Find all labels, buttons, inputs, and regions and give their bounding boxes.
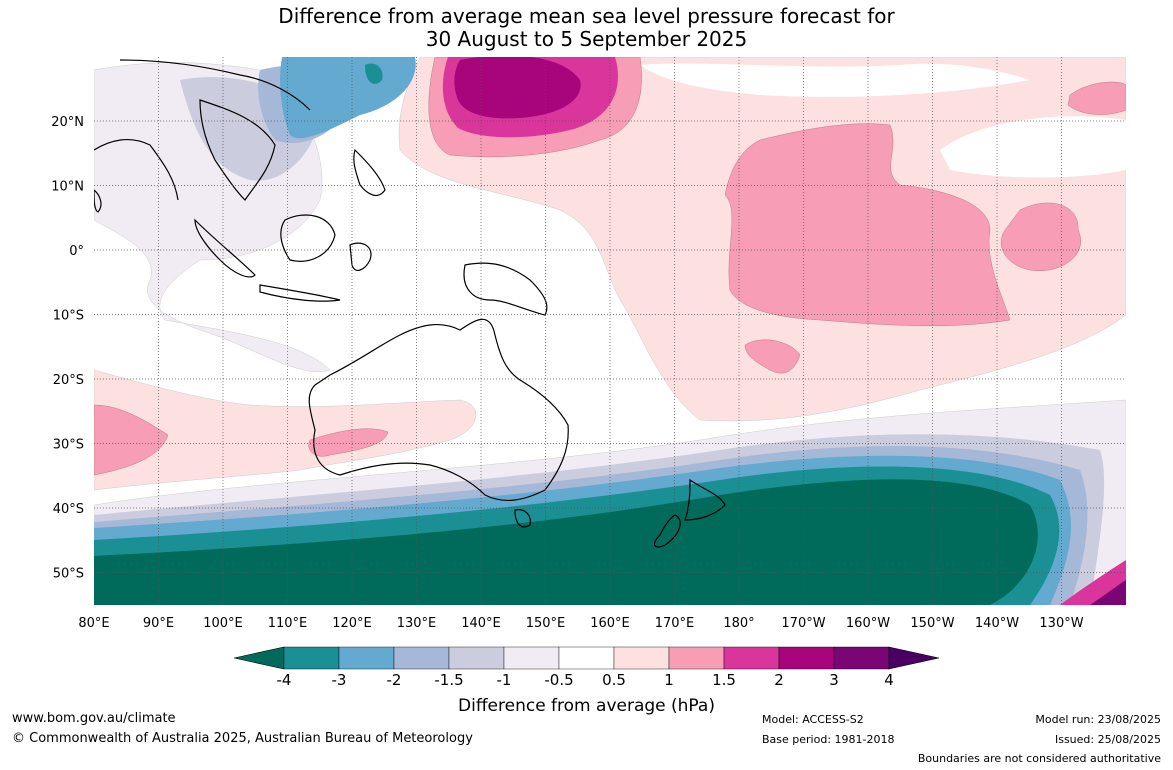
colorbar-tick-label: 3 xyxy=(829,671,839,689)
lon-tick-label: 90°E xyxy=(143,616,174,631)
lat-tick-label: 30°S xyxy=(53,438,84,453)
colorbar-tick-label: 1 xyxy=(664,671,674,689)
colorbar-segment xyxy=(558,646,615,670)
lat-tick-label: 20°S xyxy=(53,373,84,388)
lat-tick-label: 50°S xyxy=(53,567,84,582)
lon-tick-label: 170°E xyxy=(655,616,695,631)
colorbar-tick-label: -0.5 xyxy=(544,671,574,689)
colorbar-segment xyxy=(338,646,395,670)
new-zealand-north xyxy=(684,478,726,521)
colorbar-segment xyxy=(723,646,780,670)
sumatra-coast xyxy=(194,218,256,278)
colorbar-segment xyxy=(833,646,890,670)
copyright-text: © Commonwealth of Australia 2025, Austra… xyxy=(12,731,473,746)
contour-neg-3-taiwan xyxy=(365,63,383,84)
lon-tick-label: 140°E xyxy=(461,616,501,631)
colorbar-tick-label: 4 xyxy=(884,671,894,689)
contour-pos-1-south-aus xyxy=(308,428,389,457)
lon-tick-label: 160°W xyxy=(846,616,890,631)
colorbar-title: Difference from average (hPa) xyxy=(458,696,715,716)
base-period: Base period: 1981-2018 xyxy=(762,733,895,746)
lon-tick-label: 80°E xyxy=(78,616,109,631)
colorbar-segment xyxy=(613,646,670,670)
contour-pos-0.5-south-indian xyxy=(94,369,477,491)
lon-tick-label: 160°E xyxy=(590,616,630,631)
lon-tick-label: 130°W xyxy=(1039,616,1083,631)
lon-tick-label: 100°E xyxy=(203,616,243,631)
lon-tick-label: 120°E xyxy=(332,616,372,631)
contour-pos-se-corner-2 xyxy=(1090,580,1126,605)
tasmania-coast xyxy=(514,509,531,528)
india-coast xyxy=(94,138,179,201)
contour-pos-1-fiji xyxy=(744,339,801,374)
sri-lanka-coast xyxy=(94,189,102,213)
contour-pos-1-east xyxy=(1000,202,1081,272)
lon-tick-label: 140°W xyxy=(975,616,1019,631)
title-line-1: Difference from average mean sea level p… xyxy=(278,4,895,28)
model-name: Model: ACCESS-S2 xyxy=(762,713,864,726)
coastlines xyxy=(94,59,726,548)
colorbar-segment xyxy=(503,646,560,670)
lon-tick-label: 180° xyxy=(723,616,754,631)
colorbar-segment xyxy=(283,646,340,670)
contour-white-hole-2 xyxy=(640,63,1030,97)
lat-tick-label: 20°N xyxy=(51,115,84,130)
colorbar-tick-label: -2 xyxy=(386,671,402,689)
colorbar-max-arrow xyxy=(888,646,940,670)
lat-tick-label: 10°N xyxy=(51,180,84,195)
philippines-coast xyxy=(353,148,386,197)
colorbar-min-arrow xyxy=(233,646,285,670)
title-line-2: 30 August to 5 September 2025 xyxy=(425,27,748,51)
java-coast xyxy=(259,284,341,302)
gridlines xyxy=(94,57,1126,605)
lat-tick-label: 0° xyxy=(69,244,84,259)
colorbar-segment xyxy=(448,646,505,670)
colorbar-tick-label: 1.5 xyxy=(712,671,736,689)
contour-pos-1-ne xyxy=(1067,81,1126,115)
contour-pos-2-north xyxy=(454,57,581,119)
disclaimer: Boundaries are not considered authoritat… xyxy=(917,752,1161,765)
colorbar-tick-label: -3 xyxy=(331,671,347,689)
model-run: Model run: 23/08/2025 xyxy=(1035,713,1161,726)
lon-tick-label: 110°E xyxy=(268,616,308,631)
contour-white-hole-1 xyxy=(940,116,1126,178)
colorbar-segment xyxy=(393,646,450,670)
colorbar-tick-label: 0.5 xyxy=(602,671,626,689)
longitude-labels: 80°E 90°E 100°E 110°E 120°E 130°E 140°E 150°E 16… xyxy=(78,616,1083,631)
website-link[interactable]: www.bom.gov.au/climate xyxy=(12,711,176,726)
colorbar-tick-label: -1.5 xyxy=(434,671,464,689)
australia-coast xyxy=(308,318,569,501)
lon-tick-label: 170°W xyxy=(781,616,825,631)
colorbar-segment xyxy=(668,646,725,670)
contour-pos-1-central-pacific xyxy=(724,123,1011,327)
borneo-coast xyxy=(280,214,336,262)
lon-tick-label: 130°E xyxy=(397,616,437,631)
sulawesi-coast xyxy=(349,242,372,272)
lat-tick-label: 10°S xyxy=(53,309,84,324)
colorbar-tick-label: 2 xyxy=(774,671,784,689)
map-title: Difference from average mean sea level p… xyxy=(0,5,1173,51)
lat-tick-label: 40°S xyxy=(53,502,84,517)
lon-tick-label: 150°E xyxy=(526,616,566,631)
china-coast xyxy=(119,59,311,111)
new-guinea-coast xyxy=(463,262,548,316)
colorbar-segment xyxy=(778,646,835,670)
indochina-coast xyxy=(199,99,276,201)
contour-neg-4-southern xyxy=(94,479,1038,605)
issued-date: Issued: 25/08/2025 xyxy=(1054,733,1161,746)
colorbar-tick-label: -1 xyxy=(496,671,512,689)
lon-tick-label: 150°W xyxy=(910,616,954,631)
colorbar xyxy=(233,646,940,670)
contour-pos-1-west xyxy=(94,404,169,476)
latitude-labels: 20°N 10°N 0° 10°S 20°S 30°S 40°S 50°S xyxy=(51,115,84,582)
new-zealand-south xyxy=(653,514,681,548)
colorbar-tick-label: -4 xyxy=(276,671,292,689)
